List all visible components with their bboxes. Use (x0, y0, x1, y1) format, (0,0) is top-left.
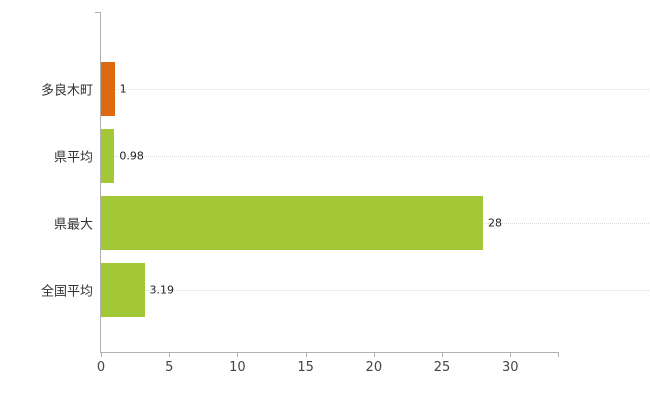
value-label: 0.98 (119, 149, 144, 162)
x-axis-tick-label: 20 (365, 360, 383, 375)
x-axis-tick-label: 10 (229, 360, 246, 375)
bar-row: 県平均 0.98 (54, 122, 558, 189)
bar (101, 128, 115, 183)
gridline (101, 289, 649, 291)
y-axis-top-tick (95, 12, 101, 13)
bar-row: 全国平均 3.19 (41, 256, 558, 323)
value-label: 1 (119, 82, 127, 95)
x-axis-tick (169, 352, 171, 357)
bar (101, 61, 115, 116)
x-axis-tick (373, 352, 375, 357)
bar (101, 195, 483, 250)
x-axis-tick-label: 0 (96, 360, 106, 375)
category-label: 多良木町 (40, 83, 93, 98)
category-label: 全国平均 (40, 284, 93, 299)
x-axis-tick (305, 352, 307, 357)
x-axis-tick (101, 352, 102, 357)
gridline (101, 88, 649, 90)
category-label: 県最大 (53, 217, 93, 232)
category-label: 県平均 (53, 150, 93, 165)
gridline (101, 155, 649, 157)
value-label: 28 (487, 216, 502, 229)
x-axis-tick-label: 30 (501, 360, 519, 375)
value-label: 3.19 (149, 283, 175, 296)
bar-row: 多良木町 1 (41, 55, 558, 122)
x-axis-tick-label: 15 (297, 360, 314, 375)
plot-area: 多良木町 1 県平均 0.98 県最大 28 全国平均 3.19 0 5 10 15 20 25 30 (41, 12, 649, 375)
x-axis-end-tick (558, 352, 559, 357)
x-axis-tick-label: 25 (433, 360, 451, 375)
x-axis-tick (442, 352, 444, 357)
x-axis-tick (237, 352, 239, 357)
bar (101, 262, 145, 317)
x-axis-tick-label: 5 (165, 360, 174, 375)
x-axis-tick (510, 352, 512, 357)
bar-row: 県最大 28 (54, 189, 558, 256)
